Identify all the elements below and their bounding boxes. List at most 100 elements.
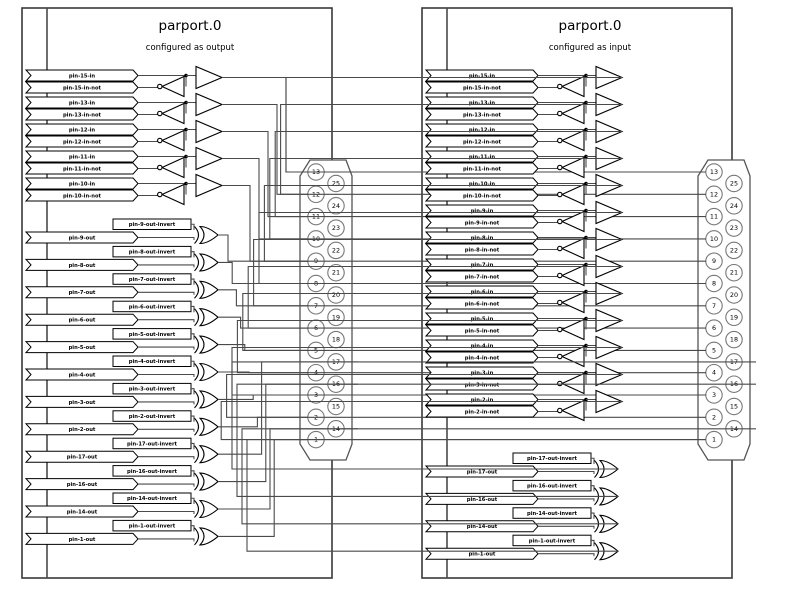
signal-tag-pin-2-in-not[interactable]: [424, 405, 539, 418]
signal-tag-pin-14-out-label: pin-14-out: [467, 524, 498, 530]
input-row-right-10: pin-4-in pin-4-in-not: [231, 335, 706, 396]
signal-tag-pin-13-in-not[interactable]: [424, 108, 539, 121]
signal-tag-pin-9-in-not[interactable]: [424, 216, 539, 229]
input-row-right-9: pin-5-in pin-5-in-not: [236, 308, 706, 374]
wire-signal-11: [138, 538, 195, 542]
wire-not-lead-9: [538, 329, 558, 332]
signal-tag-pin-1-out-label: pin-1-out: [469, 552, 496, 558]
invert-box-pin-14-out-invert-label: pin-14-out-invert: [127, 496, 178, 502]
invert-box-pin-1-out-invert-label: pin-1-out-invert: [129, 524, 176, 530]
signal-tag-pin-2-out-label: pin-2-out: [69, 427, 96, 433]
signal-tag-pin-15-in[interactable]: [24, 69, 139, 82]
signal-tag-pin-11-in[interactable]: [24, 150, 139, 163]
inverter-icon-right-6-bubble: [557, 245, 563, 252]
wire-invert-2: [591, 512, 595, 519]
signal-tag-pin-11-in-label: pin-11-in: [469, 154, 495, 160]
signal-tag-pin-8-in[interactable]: [424, 231, 539, 244]
signal-tag-pin-16-out[interactable]: [24, 478, 139, 491]
inverter-icon-right-10-bubble: [557, 353, 563, 360]
signal-tag-pin-5-in-not[interactable]: [424, 324, 539, 337]
connector-left-pin-23-number: 23: [332, 224, 340, 232]
wire-to-pin-14: [241, 428, 756, 525]
signal-tag-pin-3-out[interactable]: [24, 395, 139, 408]
signal-tag-pin-6-out[interactable]: [24, 313, 139, 326]
inverter-icon-right-1-bubble: [557, 110, 563, 117]
signal-tag-pin-13-in[interactable]: [424, 96, 539, 109]
signal-tag-pin-12-in[interactable]: [424, 123, 539, 136]
signal-tag-pin-6-in[interactable]: [424, 285, 539, 298]
signal-tag-pin-15-in-not[interactable]: [24, 81, 139, 94]
signal-tag-pin-5-out[interactable]: [24, 341, 139, 354]
inverter-icon-right-9: [560, 318, 585, 341]
input-row-right-5: pin-9-in pin-9-in-not: [258, 200, 706, 285]
signal-tag-pin-12-in-not[interactable]: [24, 135, 139, 148]
signal-tag-pin-6-in-not[interactable]: [424, 297, 539, 310]
signal-tag-pin-12-in-label: pin-12-in: [69, 127, 95, 133]
signal-tag-pin-15-in[interactable]: [424, 69, 539, 82]
signal-tag-pin-5-in[interactable]: [424, 312, 539, 325]
wire-invert-10: [191, 497, 195, 504]
signal-tag-pin-4-in[interactable]: [424, 339, 539, 352]
signal-tag-pin-3-in[interactable]: [424, 366, 539, 379]
signal-tag-pin-13-in[interactable]: [24, 96, 139, 109]
buffer-icon-left-4: [195, 173, 224, 198]
signal-tag-pin-7-in[interactable]: [424, 258, 539, 271]
invert-box-pin-3-out-invert-label: pin-3-out-invert: [129, 387, 176, 393]
signal-tag-pin-11-in-not[interactable]: [424, 162, 539, 175]
wire-not-lead-2: [538, 140, 558, 143]
signal-tag-pin-12-in-not[interactable]: [424, 135, 539, 148]
signal-tag-pin-8-out-label: pin-8-out: [69, 263, 96, 269]
wire-invert-11: [191, 525, 195, 532]
wire-not-lead-0: [538, 86, 558, 89]
signal-tag-pin-9-out[interactable]: [24, 231, 139, 244]
signal-tag-pin-7-in-not[interactable]: [424, 270, 539, 283]
signal-tag-pin-2-in[interactable]: [424, 393, 539, 406]
inverter-icon-right-7-bubble: [557, 272, 563, 279]
signal-tag-pin-9-in[interactable]: [424, 204, 539, 217]
signal-tag-pin-11-in-label: pin-11-in: [69, 154, 95, 160]
signal-tag-pin-13-in-not[interactable]: [24, 108, 139, 121]
wire-node-to-buffer-2: [186, 128, 197, 132]
signal-tag-pin-8-in-label: pin-8-in: [471, 235, 494, 241]
signal-tag-pin-10-in-label: pin-10-in: [69, 181, 95, 187]
signal-tag-pin-4-out[interactable]: [24, 368, 139, 381]
signal-tag-pin-4-in-not[interactable]: [424, 351, 539, 364]
signal-tag-pin-14-out[interactable]: [24, 505, 139, 518]
signal-tag-pin-17-out[interactable]: [24, 450, 139, 463]
signal-tag-pin-10-in[interactable]: [424, 177, 539, 190]
inverter-icon-left-1-bubble: [157, 110, 163, 117]
signal-tag-pin-7-in-label: pin-7-in: [471, 262, 494, 268]
connector-right-pin-15-number: 15: [730, 403, 738, 411]
signal-tag-pin-4-in-label: pin-4-in: [471, 343, 494, 349]
signal-tag-pin-1-out[interactable]: [24, 532, 139, 545]
signal-tag-pin-2-out[interactable]: [24, 423, 139, 436]
xor-icon-left-1: [198, 253, 219, 272]
connector-right-pin-22-number: 22: [730, 246, 738, 254]
signal-tag-pin-10-in-not[interactable]: [24, 189, 139, 202]
signal-tag-pin-10-in[interactable]: [24, 177, 139, 190]
signal-tag-pin-15-in-not[interactable]: [424, 81, 539, 94]
signal-tag-pin-11-in[interactable]: [424, 150, 539, 163]
inverter-icon-right-3: [560, 156, 585, 179]
wire-node-to-buffer-4: [186, 182, 197, 186]
inverter-icon-left-4: [160, 183, 185, 206]
buffer-icon-left-0: [195, 65, 224, 90]
xor-icon-left-2-input-arc: [194, 280, 200, 299]
signal-tag-pin-8-in-not[interactable]: [424, 243, 539, 256]
wire-to-pin-16: [236, 383, 756, 497]
signal-tag-pin-16-out-label: pin-16-out: [467, 497, 498, 503]
signal-tag-pin-12-in[interactable]: [24, 123, 139, 136]
xor-icon-left-4: [198, 335, 219, 354]
wire-signal-8: [138, 456, 195, 460]
signal-tag-pin-8-out[interactable]: [24, 258, 139, 271]
wire-invert-5: [191, 360, 195, 367]
signal-tag-pin-10-in-not[interactable]: [424, 189, 539, 202]
input-row-left-1: pin-13-in pin-13-in-not: [24, 92, 308, 195]
wire-signal-7: [138, 428, 195, 432]
signal-tag-pin-13-in-label: pin-13-in: [469, 100, 495, 106]
invert-box-pin-17-out-invert-label: pin-17-out-invert: [127, 441, 178, 447]
invert-box-pin-6-out-invert-label: pin-6-out-invert: [129, 304, 176, 310]
inverter-icon-right-0-bubble: [557, 83, 563, 90]
signal-tag-pin-11-in-not[interactable]: [24, 162, 139, 175]
signal-tag-pin-7-out[interactable]: [24, 286, 139, 299]
